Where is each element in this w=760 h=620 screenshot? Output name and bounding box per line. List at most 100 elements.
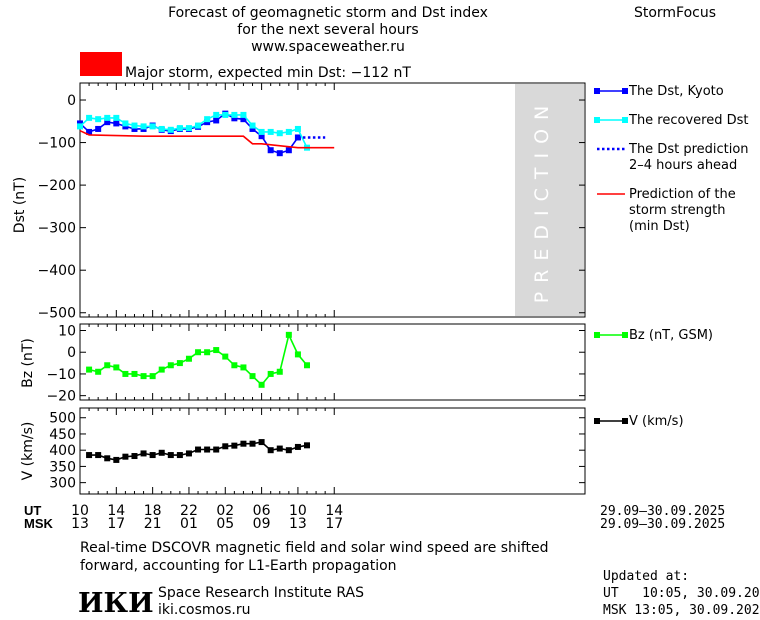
data-point-dst-0	[131, 125, 138, 132]
data-point-v-0	[185, 450, 192, 457]
data-point-v-0	[204, 446, 211, 453]
data-point-dst-1	[158, 125, 165, 132]
y-tick-label: −500	[38, 306, 76, 322]
data-point-v-0	[113, 456, 120, 463]
data-marks-layer	[77, 110, 335, 463]
data-point-dst-0	[285, 147, 292, 154]
msk-axis-label: MSK	[24, 516, 54, 531]
data-point-dst-1	[267, 128, 274, 135]
updated-msk: MSK 13:05, 30.09.2025	[603, 603, 760, 618]
data-point-dst-1	[240, 111, 247, 118]
y-tick-label: 10	[58, 324, 76, 340]
y-tick-label: −200	[38, 178, 76, 194]
data-point-bz-0	[176, 360, 183, 367]
legend-point-marker	[622, 418, 628, 424]
y-tick-label: 350	[49, 459, 76, 475]
data-point-bz-0	[149, 373, 156, 380]
legend-markers	[594, 88, 628, 424]
y-tick-label: 300	[49, 476, 76, 492]
data-point-dst-1	[276, 130, 283, 137]
storm-level-label: Major storm, expected min Dst: −112 nT	[125, 65, 411, 81]
data-point-v-0	[158, 449, 165, 456]
legend-point-marker	[622, 332, 628, 338]
legend-point-marker	[594, 88, 600, 94]
msk-tick-label: 05	[216, 516, 234, 532]
data-point-dst-0	[104, 119, 111, 126]
y-tick-label: 500	[49, 411, 76, 427]
data-point-bz-0	[204, 349, 211, 356]
data-point-dst-0	[276, 150, 283, 157]
updated-label: Updated at:	[603, 569, 689, 584]
brand-name: StormFocus	[634, 5, 716, 21]
data-point-bz-0	[131, 370, 138, 377]
data-point-dst-0	[113, 120, 120, 127]
data-point-v-0	[294, 443, 301, 450]
updated-ut: UT 10:05, 30.09.2025	[603, 586, 760, 601]
chart-title-line-2: for the next several hours	[237, 22, 418, 38]
data-point-v-0	[213, 446, 220, 453]
data-point-bz-0	[140, 373, 147, 380]
data-point-v-0	[195, 446, 202, 453]
data-point-bz-0	[195, 349, 202, 356]
data-point-bz-0	[267, 370, 274, 377]
data-point-bz-0	[86, 366, 93, 373]
ut-tick-label: 18	[144, 503, 162, 519]
data-point-dst-1	[185, 125, 192, 132]
data-point-v-0	[176, 452, 183, 459]
data-point-dst-0	[249, 125, 256, 132]
ut-tick-label: 22	[180, 503, 198, 519]
data-point-dst-1	[149, 123, 156, 130]
data-point-v-0	[267, 447, 274, 454]
legend-recovered-dst: The recovered Dst	[628, 113, 748, 128]
y-tick-label: −100	[38, 136, 76, 152]
data-point-v-0	[122, 453, 129, 460]
msk-tick-label: 13	[71, 516, 89, 532]
data-point-bz-0	[258, 381, 265, 388]
data-point-bz-0	[222, 353, 229, 360]
data-point-dst-1	[258, 128, 265, 135]
data-point-dst-1	[249, 122, 256, 129]
prediction-band	[515, 84, 584, 316]
y-tick-label: −400	[38, 263, 76, 279]
data-point-v-0	[86, 452, 93, 459]
chart-title-url: www.spaceweather.ru	[251, 39, 405, 55]
bz-axis-label: Bz (nT)	[20, 338, 36, 388]
data-point-dst-0	[240, 116, 247, 123]
data-point-dst-1	[95, 116, 102, 123]
legend-strength-line-2: storm strength	[629, 203, 726, 218]
prediction-band-label: PREDICTION	[531, 97, 553, 304]
msk-tick-label: 09	[253, 516, 271, 532]
y-tick-label: −20	[46, 389, 76, 405]
ut-tick-label: 10	[71, 503, 89, 519]
y-tick-label: 400	[49, 443, 76, 459]
dst-panel-frame	[79, 82, 586, 318]
data-point-dst-1	[222, 111, 229, 118]
footer-note-line-1: Real-time DSCOVR magnetic field and sola…	[80, 540, 549, 556]
data-point-bz-0	[213, 347, 220, 354]
data-point-bz-0	[294, 351, 301, 358]
msk-tick-label: 17	[325, 516, 343, 532]
iki-logo: ИКИ	[78, 588, 154, 619]
series-line-dst-0	[79, 112, 299, 155]
ut-tick-label: 14	[325, 503, 343, 519]
institute-name: Space Research Institute RAS	[158, 585, 364, 601]
data-point-dst-0	[267, 147, 274, 154]
storm-level-swatch	[80, 52, 122, 76]
data-point-v-0	[222, 443, 229, 450]
ut-date-range: 29.09–30.09.2025	[600, 504, 725, 519]
data-point-bz-0	[276, 368, 283, 375]
dst-axis-label: Dst (nT)	[12, 177, 28, 233]
data-point-bz-0	[95, 368, 102, 375]
data-point-bz-0	[304, 362, 310, 369]
data-point-bz-0	[185, 355, 192, 362]
data-point-dst-1	[213, 111, 220, 118]
legend-bz: Bz (nT, GSM)	[629, 328, 713, 343]
bz-panel-frame	[79, 323, 586, 401]
data-point-dst-1	[104, 114, 111, 121]
ut-axis-label: UT	[24, 503, 41, 518]
data-point-v-0	[95, 452, 102, 459]
legend-strength-line-1: Prediction of the	[629, 187, 736, 202]
data-point-bz-0	[113, 364, 120, 371]
y-tick-label: −300	[38, 221, 76, 237]
